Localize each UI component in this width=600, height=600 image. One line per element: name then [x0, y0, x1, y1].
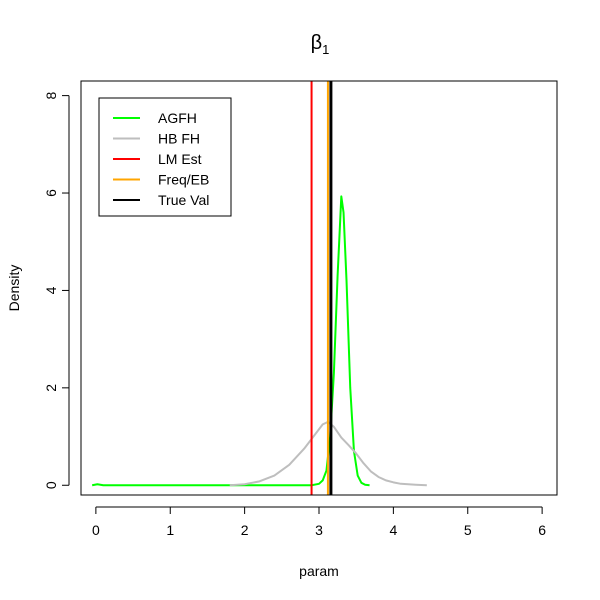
chart-title-main: β: [311, 32, 323, 54]
x-tick-label: 5: [464, 522, 472, 538]
legend: AGFH HB FH LM Est Freq/EB True Val: [98, 97, 232, 217]
y-axis-title: Density: [6, 265, 22, 312]
x-tick-label: 0: [92, 522, 100, 538]
x-axis-title: param: [299, 563, 339, 579]
y-tick-label: 0: [43, 481, 59, 489]
legend-label-hb-fh: HB FH: [158, 131, 200, 147]
legend-label-lm-est: LM Est: [158, 151, 202, 167]
x-axis: 0 1 2 3 4 5 6: [92, 506, 546, 538]
x-tick-label: 6: [538, 522, 546, 538]
x-tick-label: 2: [241, 522, 249, 538]
plot-area: [91, 81, 427, 495]
chart-title-subscript: 1: [322, 42, 329, 57]
y-tick-label: 2: [43, 384, 59, 392]
y-axis: 0 2 4 6 8: [43, 92, 70, 489]
x-tick-label: 3: [315, 522, 323, 538]
series-line-hb-fh: [229, 420, 427, 487]
legend-label-true-val: True Val: [158, 192, 209, 208]
legend-label-freq-eb: Freq/EB: [158, 172, 209, 188]
chart-title: β1: [311, 32, 330, 57]
legend-label-agfh: AGFH: [158, 110, 197, 126]
x-tick-label: 1: [166, 522, 174, 538]
y-tick-label: 4: [43, 286, 59, 294]
x-tick-label: 4: [389, 522, 397, 538]
plot-border: [80, 80, 558, 496]
y-tick-label: 8: [43, 92, 59, 100]
y-tick-label: 6: [43, 189, 59, 197]
